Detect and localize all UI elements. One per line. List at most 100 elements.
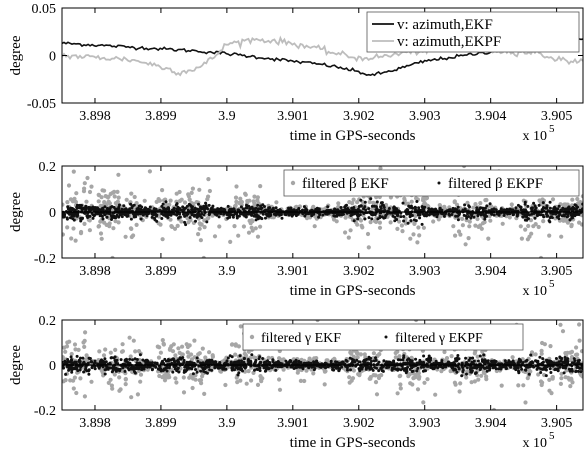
ekf-point (201, 255, 206, 258)
ekpf-point (234, 212, 237, 215)
ekf-point (106, 380, 111, 385)
ekf-point (566, 375, 571, 380)
ekf-point (362, 352, 367, 357)
ekpf-point (568, 218, 572, 222)
chart-panel-3: 3.898 3.899 3.9 3.901 3.902 3.903 3.904 3.9050.… (8, 314, 584, 451)
ekpf-point (207, 213, 211, 217)
ekf-point (190, 375, 195, 380)
ekf-point (62, 232, 65, 237)
ekpf-point (377, 369, 381, 373)
ekf-point (83, 330, 88, 335)
ekpf-point (123, 358, 127, 362)
ekf-point (539, 348, 544, 353)
ekpf-point (374, 356, 377, 360)
ekpf-point (419, 360, 423, 364)
ekpf-point (187, 202, 191, 206)
ekpf-point (151, 367, 154, 371)
ekpf-point (239, 205, 243, 209)
ekpf-point (558, 356, 562, 360)
ekf-point (570, 197, 575, 202)
ekpf-point (462, 213, 466, 217)
ekf-point (536, 372, 541, 377)
ekpf-point (117, 215, 121, 219)
legend: filtered β EKF filtered β EKPF (283, 169, 580, 197)
ekf-point (174, 191, 179, 196)
ekpf-point (122, 212, 125, 216)
ekpf-point (271, 206, 275, 210)
ekpf-point (548, 206, 552, 210)
ekpf-point (335, 366, 339, 370)
ekpf-point (202, 213, 206, 217)
ekpf-point (391, 367, 395, 371)
ekpf-point (81, 207, 85, 211)
ekf-point (568, 384, 573, 389)
ekf-point (129, 191, 134, 196)
ekpf-point (274, 368, 278, 372)
ekpf-point (177, 361, 181, 365)
ekpf-point (63, 359, 67, 363)
ekf-point (157, 373, 162, 379)
ekpf-point (420, 205, 424, 209)
ekpf-point (418, 213, 422, 216)
ekf-point (266, 355, 271, 360)
ekf-point (98, 219, 103, 224)
ekpf-point (483, 217, 487, 221)
ekpf-point (402, 356, 406, 360)
ekpf-point (521, 215, 525, 219)
ekpf-point (460, 374, 464, 378)
ekpf-point (410, 366, 414, 370)
ekpf-point (570, 369, 574, 373)
ekf-point (377, 225, 383, 230)
ekf-point (189, 190, 194, 195)
ekpf-point (118, 203, 121, 207)
ekpf-point (301, 366, 305, 370)
ekpf-point (323, 365, 327, 369)
ekpf-point (178, 215, 182, 219)
ekf-point (198, 238, 203, 243)
ekpf-point (100, 358, 103, 362)
ekpf-point (258, 369, 262, 373)
ekpf-point (199, 369, 203, 373)
ekpf-point (129, 217, 133, 221)
ekpf-point (78, 206, 82, 210)
x-tick-label: 3.9 (218, 109, 236, 124)
ekpf-point (183, 220, 187, 224)
ekf-point (135, 392, 140, 397)
ekf-point (417, 233, 422, 238)
ekf-point (431, 219, 436, 224)
ekpf-point (160, 217, 164, 220)
ekpf-point (371, 368, 375, 372)
ekpf-point (503, 359, 507, 363)
ekpf-point (109, 214, 113, 218)
ekpf-point (164, 359, 168, 363)
ekpf-point (399, 368, 403, 372)
ekpf-point (112, 356, 116, 360)
ekpf-point (575, 366, 579, 369)
ekpf-point (515, 212, 519, 216)
ekf-point (233, 195, 239, 200)
ekpf-point (537, 203, 541, 207)
ekpf-point (485, 369, 489, 373)
ekf-point (547, 377, 552, 382)
ekpf-point (317, 208, 321, 212)
ekf-point (241, 224, 246, 229)
ekpf-point (380, 201, 384, 205)
ekf-point (154, 199, 159, 204)
x-tick-label: 3.898 (79, 416, 111, 431)
ekpf-point (128, 357, 132, 361)
ekpf-point (258, 366, 262, 370)
ekpf-point (99, 213, 103, 217)
ekf-point (120, 349, 125, 354)
ekf-point (251, 370, 256, 375)
ekf-point (336, 201, 341, 206)
ekpf-point (106, 367, 110, 371)
ekpf-point (329, 359, 333, 363)
ekf-point (399, 223, 404, 228)
y-tick-label: 0 (49, 206, 56, 221)
ekpf-point (417, 206, 421, 210)
ekpf-point (562, 365, 566, 369)
ekpf-point (548, 220, 552, 224)
ekpf-point (413, 205, 417, 209)
